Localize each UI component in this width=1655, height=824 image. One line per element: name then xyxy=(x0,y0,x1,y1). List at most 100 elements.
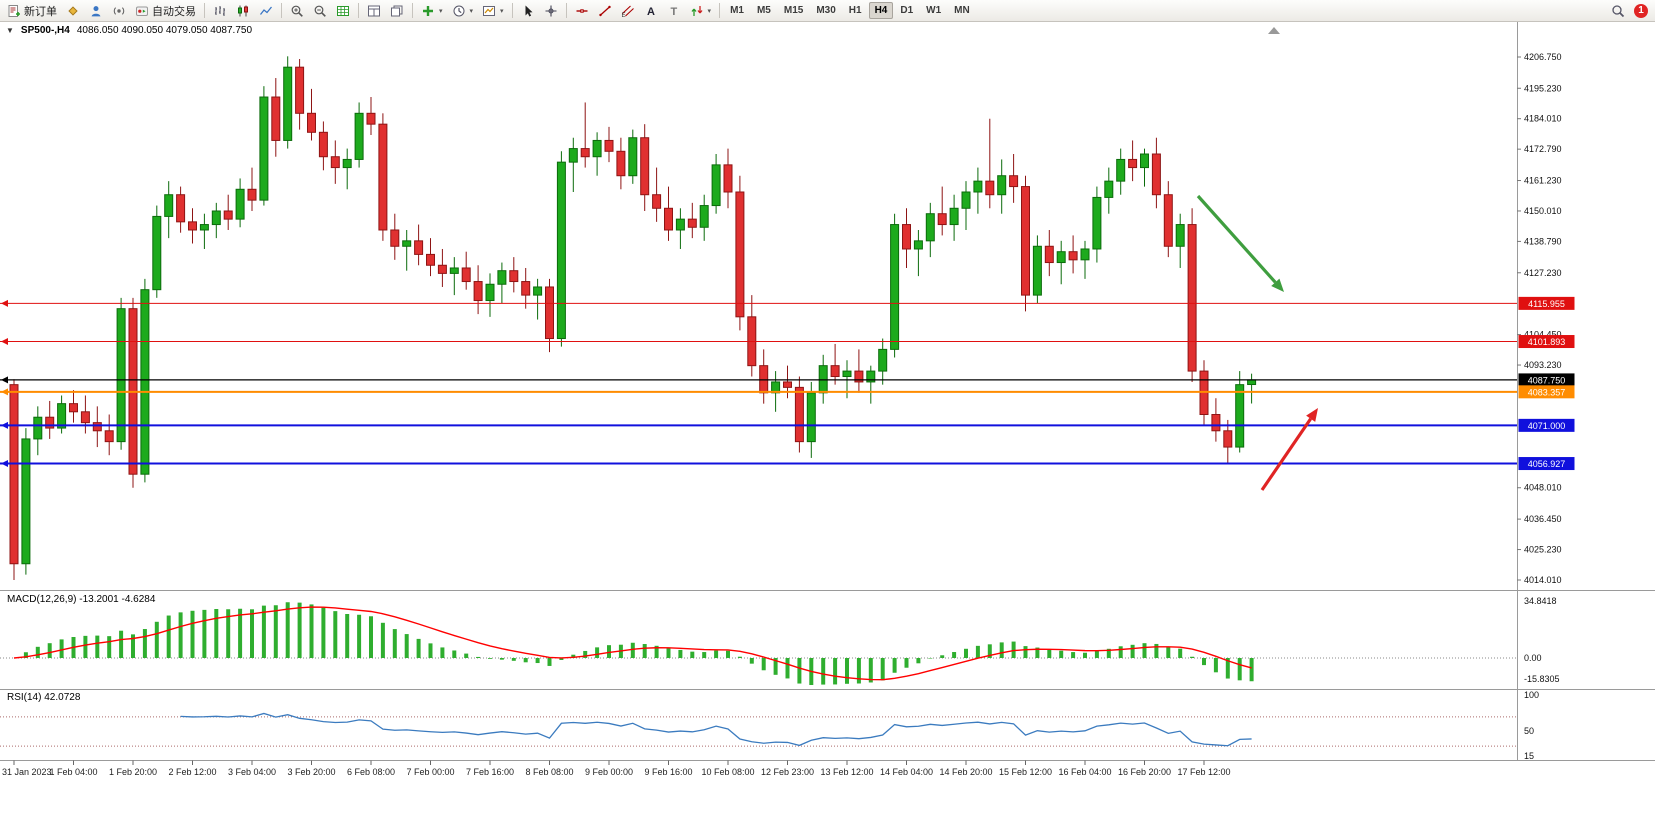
zoom-out-icon-button[interactable] xyxy=(309,0,331,21)
timeframe-button-m15[interactable]: M15 xyxy=(783,5,804,16)
time-label: 1 Feb 20:00 xyxy=(109,767,157,777)
timeframe-button-w1[interactable]: W1 xyxy=(926,5,942,16)
time-label: 3 Feb 04:00 xyxy=(228,767,276,777)
auto-trading-button[interactable]: 自动交易 xyxy=(131,0,200,21)
candle xyxy=(556,161,566,340)
crosshair-icon-button[interactable] xyxy=(540,0,562,21)
toolbar-separator xyxy=(281,3,282,18)
macd-axis-label: -15.8305 xyxy=(1524,674,1560,684)
candle xyxy=(949,207,959,226)
new-order-button[interactable]: 新订单 xyxy=(3,0,61,21)
broadcast-icon-button[interactable] xyxy=(108,0,130,21)
horizontal-line-icon-button[interactable] xyxy=(571,0,593,21)
add-indicator-icon-button[interactable]: ▾ xyxy=(417,0,447,21)
text-icon-button[interactable]: A xyxy=(640,0,662,21)
bar-chart-icon-button[interactable] xyxy=(209,0,231,21)
chevron-down-icon: ▾ xyxy=(469,7,474,15)
time-label: 7 Feb 16:00 xyxy=(466,767,514,777)
candle xyxy=(925,213,935,242)
macd-axis-label: 0.00 xyxy=(1524,653,1542,663)
new-order-button-label: 新订单 xyxy=(24,5,57,18)
candle xyxy=(1044,245,1054,264)
candle xyxy=(794,386,804,443)
profile-icon-button[interactable] xyxy=(85,0,107,21)
cursor-icon-button[interactable] xyxy=(517,0,539,21)
label-icon-button[interactable]: T xyxy=(663,0,685,21)
price-tag-label: 4101.893 xyxy=(1528,337,1566,347)
trendline-icon-button[interactable] xyxy=(594,0,616,21)
candle xyxy=(711,164,721,207)
candle xyxy=(568,148,578,163)
zoom-out-icon xyxy=(314,5,326,17)
up-trend-arrow[interactable] xyxy=(1260,408,1318,491)
candle xyxy=(937,213,947,226)
candle xyxy=(330,156,340,169)
chevron-down-icon[interactable]: ▼ xyxy=(6,26,14,35)
price-tick-label: 4206.750 xyxy=(1524,52,1562,62)
svg-text:A: A xyxy=(647,6,655,18)
candle xyxy=(449,267,459,274)
candle xyxy=(80,411,90,424)
tile-windows-icon-button[interactable] xyxy=(363,0,385,21)
candle xyxy=(878,348,888,372)
candle xyxy=(69,403,78,413)
candle xyxy=(33,416,43,440)
candle xyxy=(199,224,209,231)
candle xyxy=(1116,158,1126,182)
timeframe-button-mn[interactable]: MN xyxy=(954,5,970,16)
time-label: 2 Feb 12:00 xyxy=(168,767,216,777)
candle xyxy=(1223,430,1233,448)
time-label: 14 Feb 04:00 xyxy=(880,767,933,777)
timeframe-button-m1[interactable]: M1 xyxy=(730,5,744,16)
market-watch-icon-button[interactable] xyxy=(62,0,84,21)
notification-badge[interactable]: 1 xyxy=(1634,3,1648,18)
price-tick-label: 4161.230 xyxy=(1524,176,1562,186)
candle xyxy=(414,240,424,255)
chart-canvas[interactable]: 4206.750 4195.230 4184.010 4172.790 4161.230… xyxy=(0,22,1655,824)
candle xyxy=(390,229,400,247)
down-trend-arrow[interactable] xyxy=(1196,194,1284,292)
price-tag-box xyxy=(1518,335,1575,349)
timeframe-button-h1[interactable]: H1 xyxy=(848,5,862,16)
cascade-windows-icon-button[interactable] xyxy=(386,0,408,21)
timeframe-button-m30[interactable]: M30 xyxy=(816,5,836,16)
search-icon xyxy=(1612,4,1625,17)
search-icon-button[interactable] xyxy=(1607,0,1629,21)
broadcast-icon xyxy=(113,6,125,15)
bar-chart-icon xyxy=(215,5,225,16)
tile-windows-icon xyxy=(368,5,380,16)
price-tick-label: 4014.010 xyxy=(1524,575,1562,585)
price-tick-label: 4184.010 xyxy=(1524,114,1562,124)
price-tick-label: 4172.790 xyxy=(1524,144,1562,154)
chart-background xyxy=(0,22,1655,824)
zoom-in-icon xyxy=(291,5,303,17)
line-left-marker xyxy=(1,299,8,307)
candle xyxy=(9,384,19,565)
timeframe-button-m5[interactable]: M5 xyxy=(756,5,771,16)
candle xyxy=(1163,194,1173,247)
line-chart-icon-button[interactable] xyxy=(255,0,277,21)
channel-icon-button[interactable]: E xyxy=(617,0,639,21)
chart-shift-marker[interactable] xyxy=(1268,27,1280,34)
candlestick-icon-button[interactable] xyxy=(232,0,254,21)
candle xyxy=(973,180,983,193)
template-icon-button[interactable]: ▾ xyxy=(478,0,508,21)
candle xyxy=(1032,245,1042,296)
time-label: 16 Feb 04:00 xyxy=(1058,767,1111,777)
timeframe-clock-icon-button[interactable]: ▾ xyxy=(448,0,478,21)
time-label: 7 Feb 00:00 xyxy=(406,767,454,777)
channel-icon: E xyxy=(621,5,634,18)
arrow-head xyxy=(1271,278,1284,292)
candle xyxy=(592,139,602,158)
grid-icon-button[interactable] xyxy=(332,0,354,21)
arrows-icon-button[interactable]: ▾ xyxy=(686,0,716,21)
rsi-axis-label: 50 xyxy=(1524,726,1534,736)
candle xyxy=(152,215,162,291)
toolbar-separator xyxy=(412,3,413,18)
time-label: 13 Feb 12:00 xyxy=(820,767,873,777)
timeframe-button-h4[interactable]: H4 xyxy=(868,2,894,19)
zoom-in-icon-button[interactable] xyxy=(286,0,308,21)
line-left-marker xyxy=(1,376,8,384)
candle xyxy=(1140,153,1149,169)
timeframe-button-d1[interactable]: D1 xyxy=(900,5,914,16)
